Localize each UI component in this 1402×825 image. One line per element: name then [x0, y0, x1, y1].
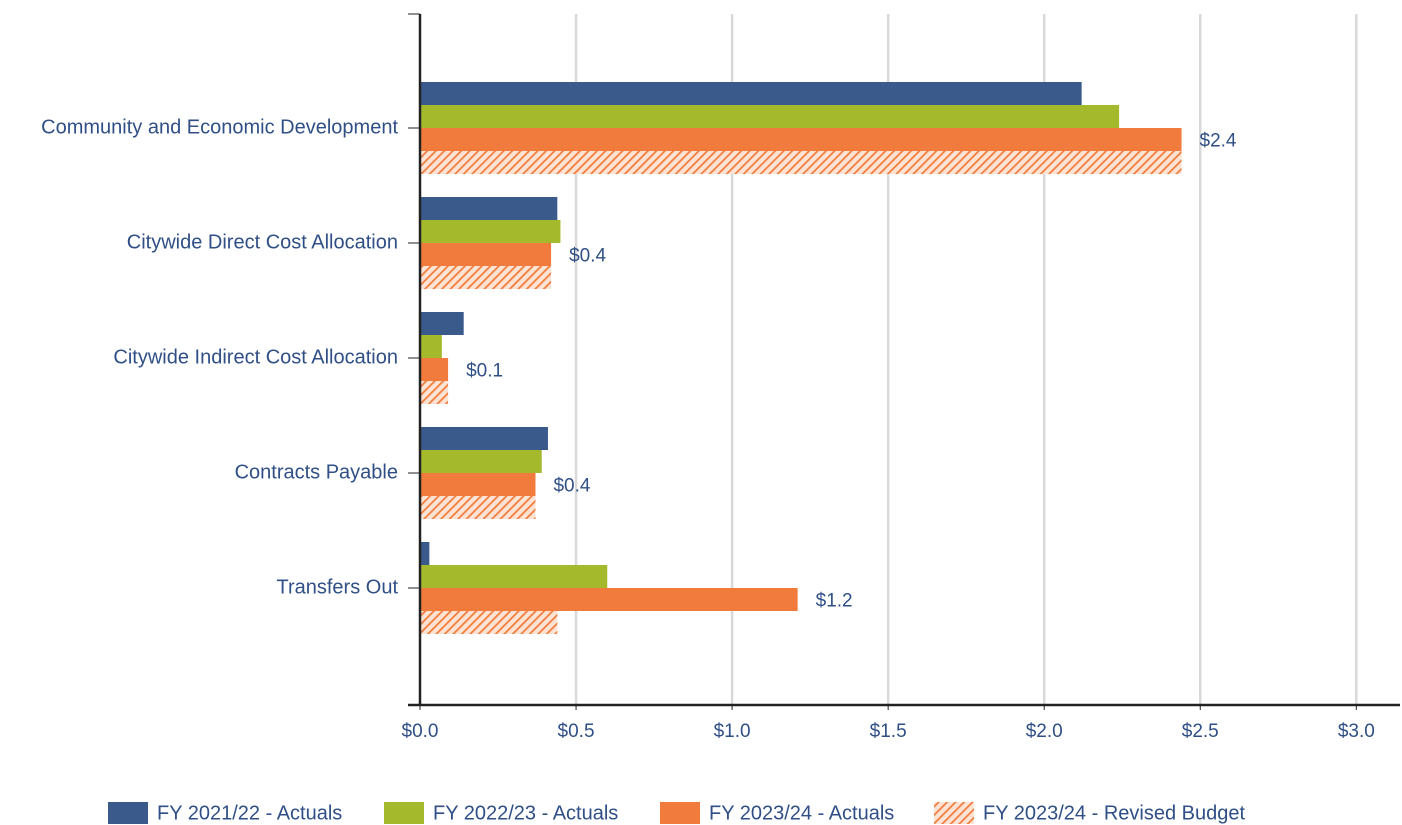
legend-swatch	[384, 802, 424, 824]
legend-label: FY 2021/22 - Actuals	[157, 802, 342, 824]
y-tick-label: Contracts Payable	[235, 461, 398, 483]
x-tick-label: $2.5	[1182, 721, 1219, 742]
bar	[420, 588, 798, 611]
bar	[420, 542, 430, 565]
bar	[420, 220, 561, 243]
legend-label: FY 2023/24 - Revised Budget	[983, 802, 1245, 824]
x-tick-label: $1.5	[870, 721, 907, 742]
data-label: $2.4	[1200, 131, 1237, 152]
y-tick-label: Citywide Indirect Cost Allocation	[113, 346, 398, 368]
bar	[420, 128, 1182, 151]
bar	[420, 611, 558, 634]
x-tick-label: $0.5	[558, 721, 595, 742]
data-label: $0.4	[553, 476, 590, 497]
bar	[420, 358, 449, 381]
y-tick-label: Transfers Out	[276, 576, 398, 598]
y-tick-label: Citywide Direct Cost Allocation	[127, 231, 398, 253]
bar	[420, 427, 548, 450]
bar	[420, 450, 542, 473]
bar	[420, 381, 449, 404]
bar	[420, 105, 1120, 128]
legend-swatch	[934, 802, 974, 824]
data-label: $0.4	[569, 246, 606, 267]
bar	[420, 82, 1082, 105]
legend-swatch	[660, 802, 700, 824]
bar	[420, 335, 442, 358]
bar	[420, 565, 608, 588]
bar	[420, 243, 552, 266]
legend-label: FY 2023/24 - Actuals	[709, 802, 894, 824]
bar	[420, 197, 558, 220]
bar	[420, 312, 464, 335]
legend-label: FY 2022/23 - Actuals	[433, 802, 618, 824]
x-tick-label: $2.0	[1026, 721, 1063, 742]
legend-swatch	[108, 802, 148, 824]
x-tick-label: $1.0	[714, 721, 751, 742]
bar	[420, 266, 552, 289]
y-tick-label: Community and Economic Development	[41, 116, 398, 138]
bar	[420, 496, 536, 519]
bar	[420, 151, 1182, 174]
bar	[420, 473, 536, 496]
data-label: $1.2	[816, 591, 853, 612]
x-tick-label: $3.0	[1338, 721, 1375, 742]
data-label: $0.1	[466, 361, 503, 382]
x-tick-label: $0.0	[402, 721, 439, 742]
